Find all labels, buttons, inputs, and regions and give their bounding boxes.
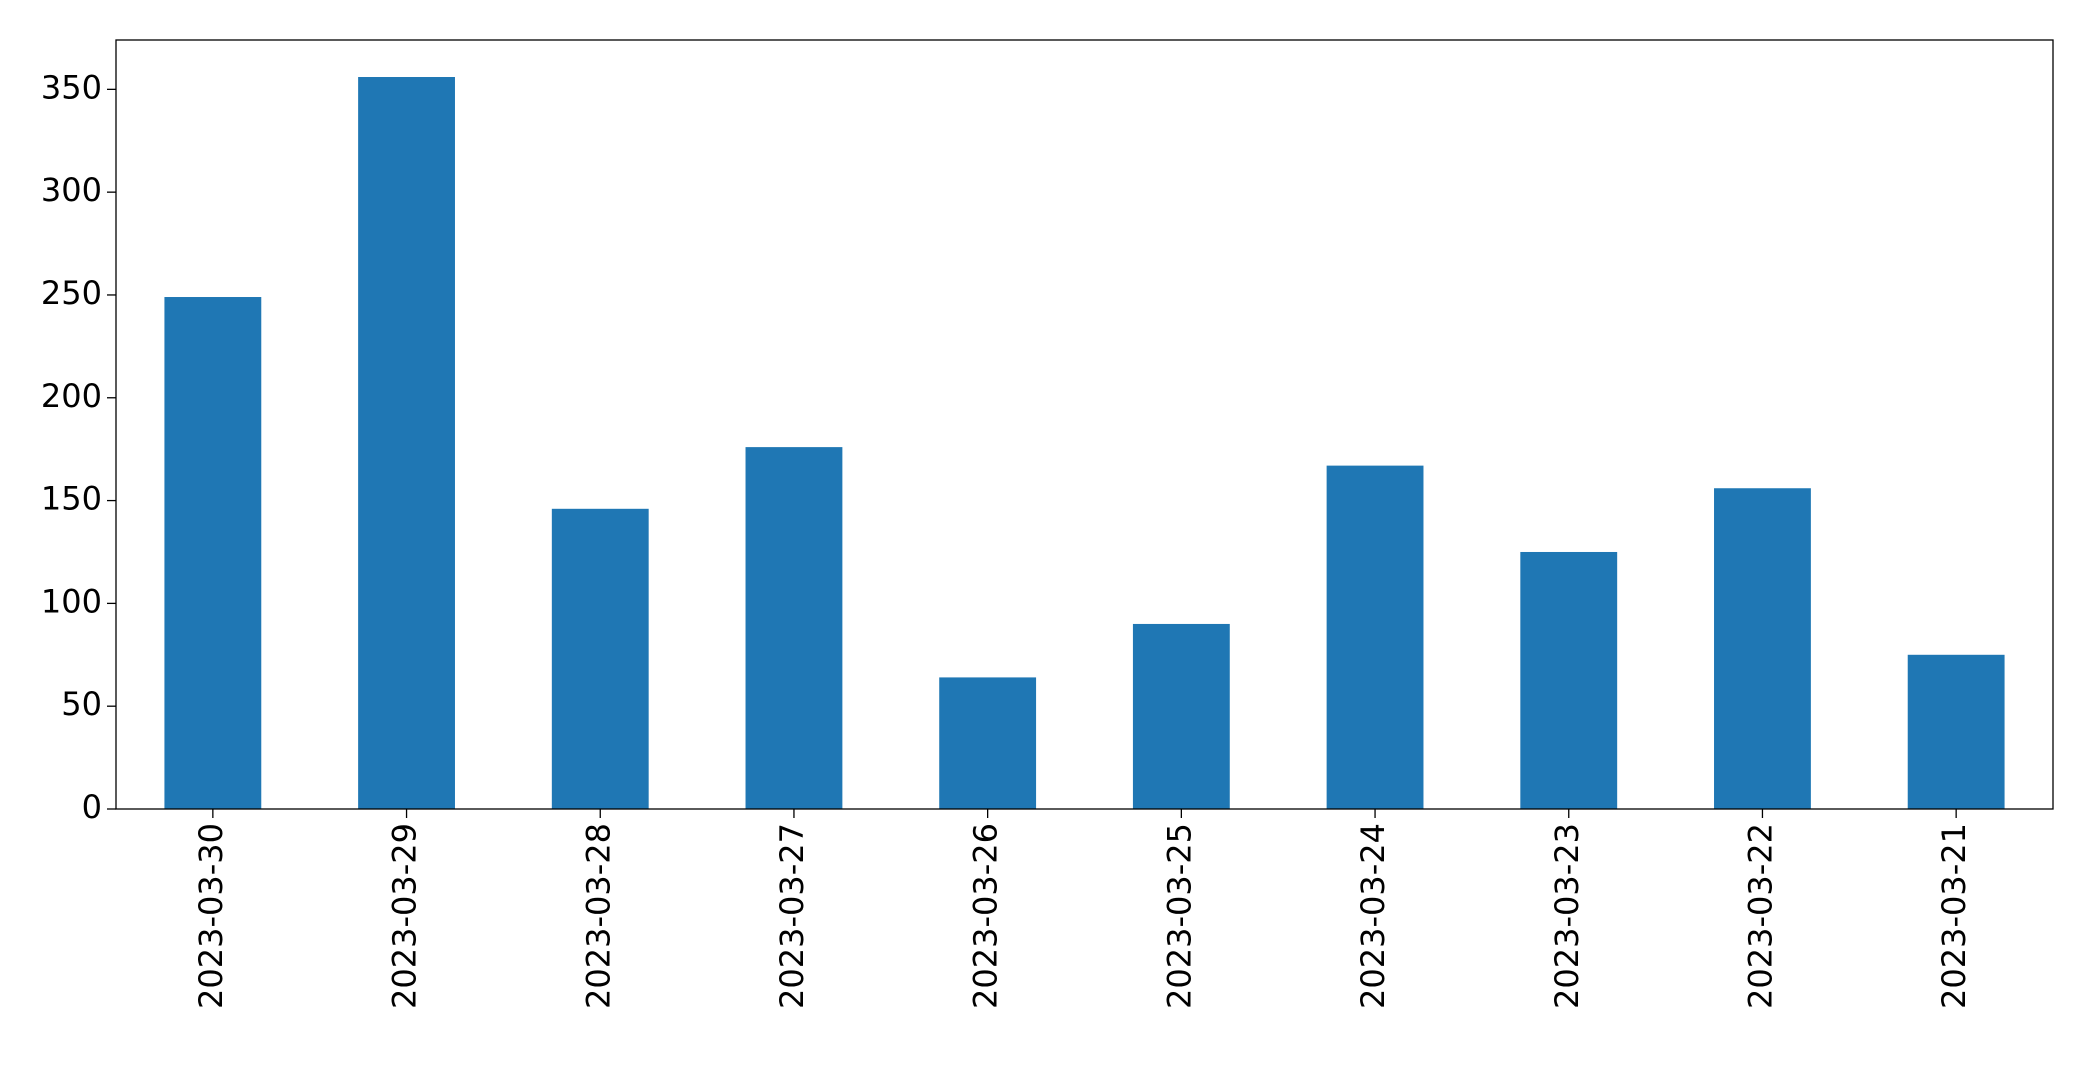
x-tick-label: 2023-03-30 xyxy=(192,823,230,1009)
bar xyxy=(939,677,1037,809)
y-tick-label: 350 xyxy=(41,68,102,106)
x-tick-label: 2023-03-26 xyxy=(967,823,1005,1009)
x-tick-label: 2023-03-28 xyxy=(579,823,617,1009)
y-tick-label: 200 xyxy=(41,377,102,415)
y-tick-label: 50 xyxy=(61,685,102,723)
x-tick-label: 2023-03-21 xyxy=(1935,823,1973,1009)
bar xyxy=(1326,465,1424,809)
bar xyxy=(745,447,843,809)
plot-frame xyxy=(115,39,2054,810)
x-tick-label: 2023-03-24 xyxy=(1354,823,1392,1009)
bar xyxy=(164,297,262,809)
x-tick-label: 2023-03-23 xyxy=(1548,823,1586,1009)
y-tick-label: 250 xyxy=(41,274,102,312)
y-tick-label: 150 xyxy=(41,480,102,518)
x-tick-label: 2023-03-25 xyxy=(1160,823,1198,1009)
y-tick-label: 100 xyxy=(41,582,102,620)
bar xyxy=(1714,488,1811,809)
x-tick-label: 2023-03-29 xyxy=(386,823,424,1009)
y-tick-label: 0 xyxy=(82,788,102,826)
bar xyxy=(1132,623,1230,809)
bar xyxy=(551,508,649,809)
bar xyxy=(358,77,455,810)
bar xyxy=(1907,654,2005,809)
bar xyxy=(1520,551,1618,809)
x-tick-label: 2023-03-27 xyxy=(773,823,811,1009)
y-tick-label: 300 xyxy=(41,171,102,209)
x-tick-label: 2023-03-22 xyxy=(1741,823,1779,1009)
